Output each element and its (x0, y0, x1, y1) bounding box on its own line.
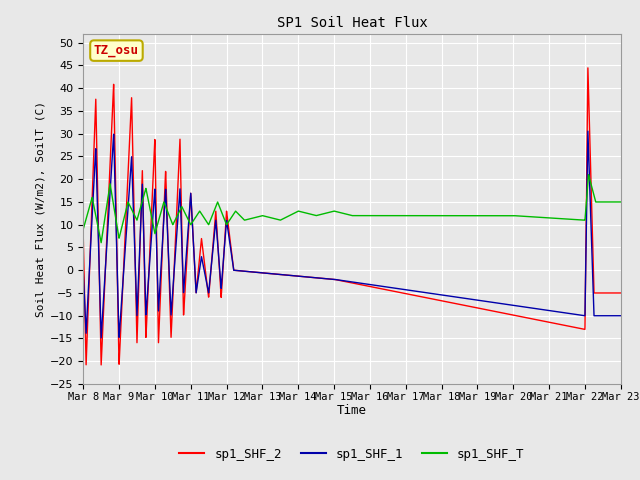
Title: SP1 Soil Heat Flux: SP1 Soil Heat Flux (276, 16, 428, 30)
Text: TZ_osu: TZ_osu (94, 44, 139, 57)
Legend: sp1_SHF_2, sp1_SHF_1, sp1_SHF_T: sp1_SHF_2, sp1_SHF_1, sp1_SHF_T (175, 443, 529, 466)
Y-axis label: Soil Heat Flux (W/m2), SoilT (C): Soil Heat Flux (W/m2), SoilT (C) (36, 101, 46, 317)
X-axis label: Time: Time (337, 405, 367, 418)
